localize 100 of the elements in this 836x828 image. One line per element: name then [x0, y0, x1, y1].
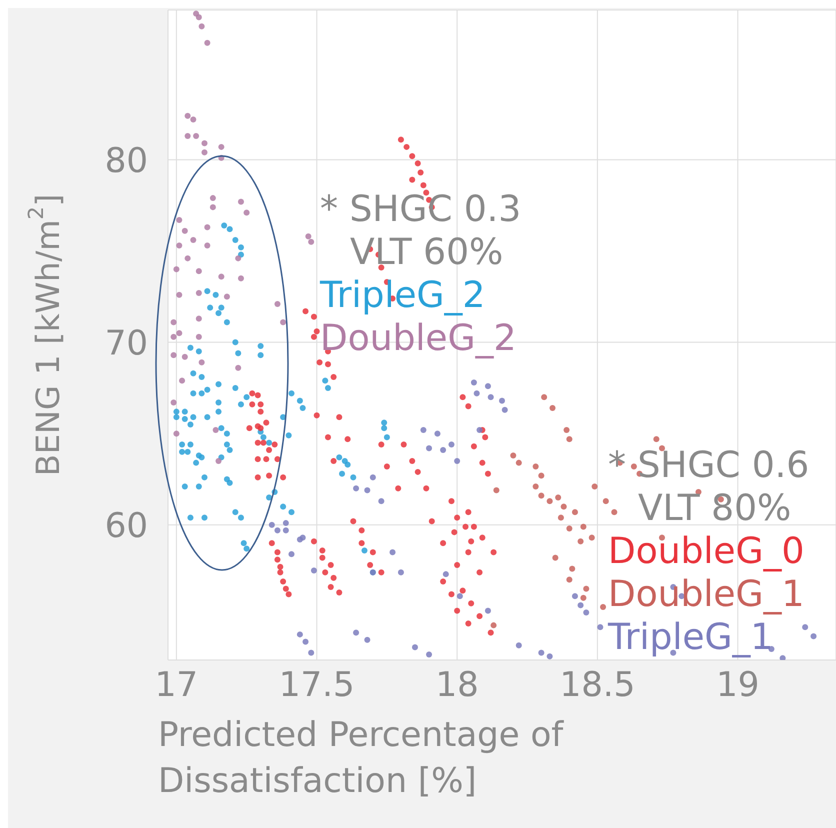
- point: [353, 630, 360, 636]
- point: [378, 498, 384, 504]
- point: [546, 498, 553, 504]
- point: [190, 116, 196, 123]
- point: [578, 538, 584, 544]
- point: [546, 653, 553, 660]
- annotation: VLT 60%: [349, 231, 504, 274]
- point: [364, 487, 370, 494]
- point: [196, 334, 202, 340]
- point: [398, 569, 404, 576]
- point: [560, 504, 567, 510]
- annotation: * SHGC 0.3: [320, 188, 522, 231]
- x-axis-title: Predicted Percentage of Dissatisfaction [%]: [158, 714, 565, 803]
- point: [484, 608, 491, 614]
- point: [201, 149, 208, 156]
- point: [499, 398, 505, 404]
- point: [592, 484, 598, 490]
- point: [190, 237, 196, 244]
- point: [434, 430, 440, 437]
- point: [308, 238, 314, 245]
- point: [569, 566, 576, 572]
- point: [602, 498, 609, 504]
- point: [442, 571, 449, 578]
- series-label: DoubleG_2: [320, 317, 518, 360]
- point: [308, 650, 314, 656]
- point: [196, 316, 202, 322]
- point: [196, 290, 202, 296]
- point: [212, 426, 219, 433]
- series-label: TripleG_1: [608, 616, 774, 659]
- point: [176, 330, 182, 336]
- point: [280, 319, 286, 326]
- point: [244, 210, 250, 216]
- point: [426, 652, 432, 658]
- point: [611, 509, 618, 516]
- point: [474, 390, 480, 396]
- point: [288, 551, 294, 558]
- point: [550, 405, 556, 412]
- point: [484, 383, 491, 390]
- point: [488, 394, 494, 400]
- point: [173, 430, 180, 437]
- x-tick-label: 18: [435, 665, 479, 706]
- x-tick-label: 18.5: [560, 665, 636, 706]
- point: [780, 655, 786, 660]
- point: [578, 602, 584, 608]
- point: [182, 228, 188, 234]
- point: [274, 300, 280, 307]
- point: [184, 112, 191, 119]
- point: [390, 549, 396, 556]
- point: [476, 426, 483, 433]
- point: [300, 534, 306, 541]
- point: [201, 140, 208, 146]
- point: [538, 492, 544, 499]
- point: [170, 400, 177, 406]
- point: [490, 622, 497, 628]
- point: [238, 198, 244, 205]
- point: [302, 638, 309, 645]
- point: [268, 522, 275, 528]
- point: [216, 458, 222, 464]
- point: [210, 204, 216, 210]
- point: [555, 494, 562, 500]
- point: [196, 268, 202, 274]
- y-tick-label: 60: [104, 506, 148, 546]
- point: [170, 334, 177, 340]
- point: [597, 624, 604, 630]
- point: [196, 14, 202, 20]
- point: [538, 472, 544, 479]
- annotation: * SHGC 0.6: [608, 444, 810, 487]
- point: [198, 359, 205, 366]
- point: [353, 485, 360, 492]
- point: [370, 474, 376, 480]
- point: [184, 132, 191, 139]
- point: [600, 604, 606, 610]
- point: [224, 294, 230, 300]
- point: [810, 633, 817, 640]
- point: [420, 426, 426, 433]
- point: [170, 352, 177, 358]
- point: [440, 447, 446, 454]
- point: [532, 484, 539, 490]
- point: [448, 442, 454, 448]
- point: [588, 534, 595, 541]
- point: [182, 354, 188, 360]
- point: [583, 586, 590, 592]
- point: [456, 593, 463, 600]
- point: [566, 436, 572, 442]
- point: [502, 406, 508, 413]
- point: [653, 436, 660, 442]
- point: [176, 242, 182, 249]
- point: [580, 524, 586, 530]
- point: [630, 463, 637, 470]
- point: [176, 216, 182, 223]
- point: [274, 527, 280, 534]
- point: [572, 593, 578, 600]
- point: [541, 394, 548, 400]
- point: [218, 274, 224, 280]
- point: [510, 452, 516, 459]
- point: [204, 224, 210, 230]
- point: [193, 132, 200, 139]
- point: [566, 576, 572, 583]
- point: [454, 458, 460, 464]
- point: [204, 40, 210, 46]
